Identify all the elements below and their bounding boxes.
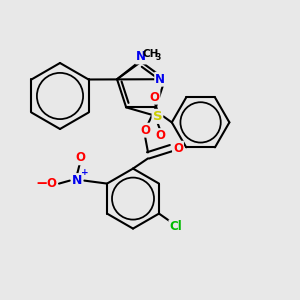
Text: S: S: [153, 110, 162, 123]
Text: 3: 3: [155, 53, 161, 62]
Text: Cl: Cl: [169, 220, 182, 233]
Text: O: O: [155, 129, 165, 142]
Text: O: O: [173, 142, 183, 155]
Text: N: N: [155, 73, 165, 86]
Text: +: +: [81, 168, 88, 177]
Text: N: N: [136, 50, 146, 64]
Text: O: O: [149, 91, 159, 104]
Text: −: −: [35, 176, 47, 191]
Text: O: O: [140, 124, 150, 137]
Text: N: N: [72, 174, 82, 187]
Text: CH: CH: [142, 49, 159, 59]
Text: O: O: [75, 151, 85, 164]
Text: O: O: [47, 177, 57, 190]
